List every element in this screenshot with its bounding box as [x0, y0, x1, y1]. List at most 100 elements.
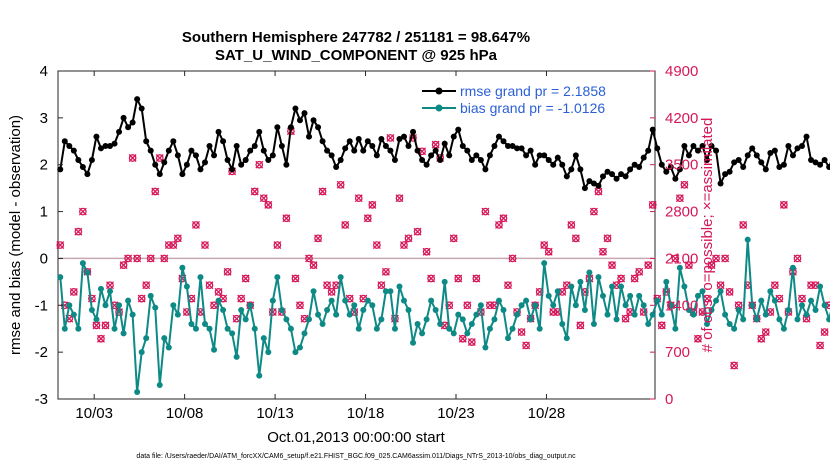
obs-possible-point: [336, 180, 345, 189]
bias-point: [342, 297, 349, 304]
bias-point: [505, 335, 512, 342]
obs-assimilated-point: [191, 220, 200, 229]
obs-assimilated-point: [395, 194, 404, 203]
bias-point: [88, 306, 95, 313]
bias-point: [495, 297, 502, 304]
obs-possible-point: [508, 254, 517, 263]
bias-point: [310, 288, 317, 295]
rmse-point: [66, 142, 73, 149]
rmse-point: [111, 140, 118, 147]
obs-possible-point: [739, 221, 748, 229]
rmse-point: [256, 128, 263, 135]
obs-possible-point: [363, 214, 372, 223]
rmse-point: [577, 166, 584, 173]
rmse-point: [405, 142, 412, 149]
rmse-point: [636, 164, 643, 171]
bias-point: [817, 283, 824, 290]
bias-point: [102, 302, 109, 309]
rmse-point: [287, 124, 294, 131]
bias-point: [717, 288, 724, 295]
y-axis-label-right: # of obs: o=possible; ×=assimilated: [699, 118, 716, 353]
obs-assimilated-point: [314, 234, 323, 243]
obs-assimilated-point: [318, 187, 327, 196]
obs-assimilated-point: [97, 334, 105, 343]
rmse-point: [120, 114, 127, 121]
obs-assimilated-point: [431, 140, 440, 149]
obs-possible-point: [463, 301, 472, 310]
rmse-point: [731, 159, 738, 166]
obs-assimilated-point: [160, 254, 169, 263]
rmse-point: [771, 147, 778, 154]
obs-possible-point: [648, 201, 657, 209]
bias-point: [152, 304, 159, 311]
bias-point: [197, 274, 204, 281]
obs-assimilated-point: [608, 261, 616, 270]
bias-point: [165, 344, 172, 351]
obs-assimilated-point: [78, 207, 87, 216]
obs-possible-point: [793, 254, 802, 263]
rmse-point: [274, 124, 281, 131]
obs-possible-point: [201, 241, 209, 249]
obs-possible-point: [354, 194, 363, 203]
obs-assimilated-point: [648, 200, 657, 209]
x-axis-label: Oct.01,2013 00:00:00 start: [267, 429, 445, 446]
rmse-point: [753, 152, 760, 159]
rmse-point: [473, 152, 480, 159]
obs-possible-point: [382, 267, 390, 276]
bias-point: [541, 260, 548, 267]
obs-assimilated-point: [725, 287, 734, 296]
rmse-point: [568, 166, 575, 173]
bias-point: [676, 264, 683, 271]
rmse-point: [84, 171, 91, 178]
bias-point: [170, 302, 177, 309]
bias-point: [265, 349, 272, 356]
obs-possible-point: [223, 267, 232, 276]
obs-assimilated-point: [377, 281, 386, 290]
rmse-point: [400, 133, 407, 140]
bias-point: [771, 297, 778, 304]
obs-possible-point: [124, 254, 132, 263]
obs-possible-point: [712, 254, 720, 263]
bias-point: [554, 288, 561, 295]
obs-assimilated-point: [571, 234, 580, 243]
obs-assimilated-point: [273, 241, 282, 250]
obs-possible-point: [472, 274, 481, 283]
rmse-point: [337, 157, 344, 164]
bias-point: [658, 311, 665, 318]
right-tick-label: 2800: [665, 204, 698, 221]
obs-assimilated-point: [323, 281, 332, 290]
rmse-point: [233, 142, 240, 149]
bias-point: [428, 297, 435, 304]
obs-assimilated-point: [241, 274, 250, 283]
legend: rmse grand pr = 2.1858 bias grand pr = -…: [422, 83, 606, 116]
obs-possible-point: [481, 207, 490, 216]
bias-point: [794, 316, 801, 323]
rmse-point: [794, 145, 801, 152]
rmse-point: [495, 133, 502, 140]
obs-assimilated-point: [381, 267, 390, 276]
obs-assimilated-point: [716, 281, 725, 290]
rmse-point: [780, 161, 787, 168]
obs-assimilated-point: [567, 220, 576, 229]
obs-possible-point: [572, 234, 580, 243]
bias-point: [229, 330, 236, 337]
rmse-point: [500, 138, 507, 145]
bias-point: [500, 306, 507, 313]
obs-assimilated-point: [255, 160, 264, 169]
obs-possible-point: [603, 234, 612, 243]
bias-point: [532, 302, 539, 309]
bias-point: [75, 325, 82, 332]
obs-assimilated-point: [522, 341, 531, 350]
bias-point: [514, 311, 521, 318]
rmse-point: [125, 124, 132, 131]
rmse-point: [563, 173, 570, 180]
rmse-point: [220, 138, 227, 145]
obs-possible-point: [69, 288, 78, 296]
obs-assimilated-point: [341, 220, 350, 229]
obs-assimilated-point: [757, 334, 766, 343]
rmse-point: [360, 147, 367, 154]
obs-possible-point: [522, 341, 530, 350]
bias-point: [455, 311, 462, 318]
left-tick-label: 0: [40, 250, 48, 267]
obs-assimilated-point: [69, 287, 78, 296]
